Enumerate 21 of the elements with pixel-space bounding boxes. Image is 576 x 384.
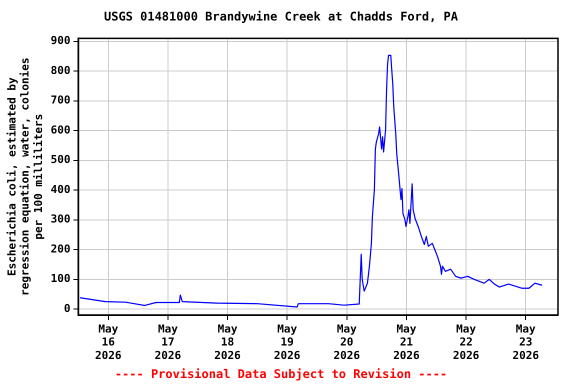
y-tick-label: 200	[50, 242, 70, 256]
y-tick-label: 100	[50, 272, 70, 286]
y-tick-label: 300	[50, 212, 70, 226]
x-tick-label: May 17 2026	[154, 322, 182, 362]
x-tick-label: May 22 2026	[452, 322, 480, 362]
y-axis-title: Escherichia coli, estimated by regression equation, water, colonies per 100 milliliters	[5, 57, 45, 296]
y-tick-label: 500	[50, 153, 70, 166]
y-tick-label: 600	[50, 123, 70, 136]
x-tick-label: May 21 2026	[393, 322, 420, 362]
x-tick-label: May 19 2026	[274, 322, 301, 362]
x-tick-label: May 23 2026	[512, 322, 540, 362]
x-tick-label: May 20 2026	[334, 322, 360, 362]
y-tick-label: 900	[50, 34, 70, 48]
text: ---- Provisional Data Subject to Revision ----	[114, 366, 448, 381]
y-tick-label: 700	[50, 94, 70, 107]
y-tick-label: 0	[64, 302, 70, 315]
y-tick-label: 800	[50, 64, 70, 77]
x-tick-label: May 16 2026	[95, 322, 122, 362]
x-tick-label: May 18 2026	[214, 322, 242, 362]
chart-title: USGS 01481000 Brandywine Creek at Chadds Ford, PA	[104, 9, 459, 24]
y-tick-label: 400	[50, 182, 70, 196]
